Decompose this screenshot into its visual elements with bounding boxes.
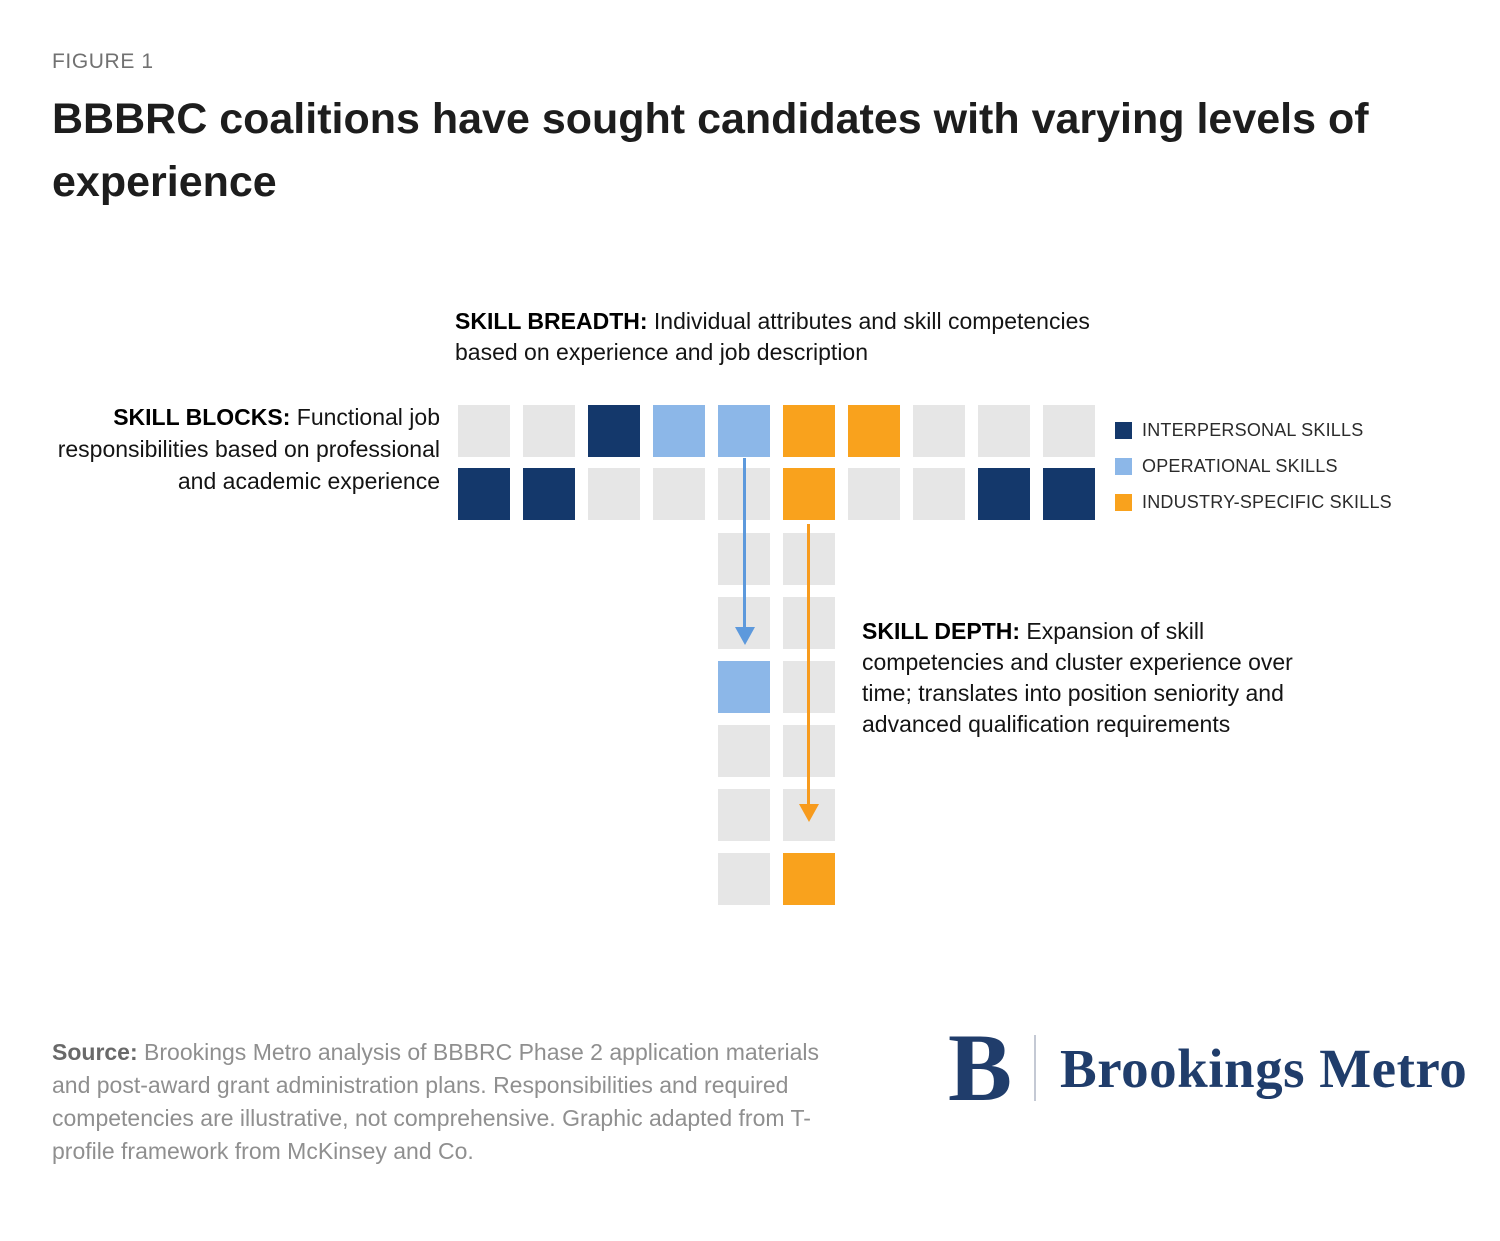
interpersonal-swatch-icon xyxy=(1115,422,1132,439)
source-note: Source: Brookings Metro analysis of BBBR… xyxy=(52,1036,852,1168)
skill-depth-label: SKILL DEPTH: xyxy=(862,618,1021,644)
skill-cell-empty xyxy=(978,405,1030,457)
skill-blocks-label: SKILL BLOCKS: xyxy=(113,404,291,430)
legend-label-interpersonal: INTERPERSONAL SKILLS xyxy=(1142,420,1364,440)
industry-depth-arrow xyxy=(807,524,810,807)
skill-cell-empty xyxy=(718,725,770,777)
skill-blocks-annotation: SKILL BLOCKS: Functional job responsibil… xyxy=(48,401,440,497)
skill-cell-empty xyxy=(1043,405,1095,457)
skill-cell-interpersonal xyxy=(1043,468,1095,520)
legend: INTERPERSONAL SKILLS OPERATIONAL SKILLS … xyxy=(1115,420,1392,528)
skill-cell-empty xyxy=(913,405,965,457)
skill-depth-grid xyxy=(718,533,835,905)
brookings-metro-logo: B Brookings Metro xyxy=(948,1016,1467,1120)
skill-cell-industry xyxy=(783,405,835,457)
skill-cell-empty xyxy=(718,853,770,905)
skill-cell-empty xyxy=(588,468,640,520)
skill-depth-annotation: SKILL DEPTH: Expansion of skill competen… xyxy=(862,616,1302,740)
skill-cell-operational xyxy=(718,661,770,713)
skill-cell-empty xyxy=(653,468,705,520)
legend-label-operational: OPERATIONAL SKILLS xyxy=(1142,456,1338,476)
source-label: Source: xyxy=(52,1039,138,1065)
skill-cell-empty xyxy=(458,405,510,457)
skill-cell-operational xyxy=(653,405,705,457)
industry-depth-arrowhead-icon xyxy=(799,804,819,822)
skill-cell-empty xyxy=(523,405,575,457)
legend-item-operational: OPERATIONAL SKILLS xyxy=(1115,456,1392,477)
logo-divider xyxy=(1034,1035,1037,1101)
skill-breadth-label: SKILL BREADTH: xyxy=(455,308,648,334)
skill-breadth-text: Individual attributes and skill competen… xyxy=(455,308,1090,365)
logo-wordmark: Brookings Metro xyxy=(1060,1037,1468,1099)
operational-swatch-icon xyxy=(1115,458,1132,475)
skill-cell-empty xyxy=(848,468,900,520)
source-text: Brookings Metro analysis of BBBRC Phase … xyxy=(52,1039,820,1164)
skill-depth-text: Expansion of skill competencies and clus… xyxy=(862,618,1293,737)
skill-cell-empty xyxy=(718,789,770,841)
legend-label-industry: INDUSTRY-SPECIFIC SKILLS xyxy=(1142,492,1392,512)
skill-breadth-annotation: SKILL BREADTH: Individual attributes and… xyxy=(455,306,1105,368)
operational-depth-arrowhead-icon xyxy=(735,627,755,645)
industry-swatch-icon xyxy=(1115,494,1132,511)
skill-cell-interpersonal xyxy=(588,405,640,457)
page-title: BBBRC coalitions have sought candidates … xyxy=(52,95,1369,206)
legend-item-industry: INDUSTRY-SPECIFIC SKILLS xyxy=(1115,492,1392,513)
figure-label: FIGURE 1 xyxy=(52,50,154,73)
skill-cell-empty xyxy=(913,468,965,520)
brookings-b-icon: B xyxy=(948,1014,1013,1121)
skill-cell-interpersonal xyxy=(458,468,510,520)
skill-blocks-text: Functional job responsibilities based on… xyxy=(57,404,440,494)
skill-cell-operational xyxy=(718,405,770,457)
operational-depth-arrow xyxy=(743,458,746,630)
skill-cell-industry xyxy=(783,853,835,905)
skill-cell-industry xyxy=(783,468,835,520)
skill-breadth-grid xyxy=(458,405,1095,520)
legend-item-interpersonal: INTERPERSONAL SKILLS xyxy=(1115,420,1392,441)
skill-cell-industry xyxy=(848,405,900,457)
skill-cell-interpersonal xyxy=(523,468,575,520)
skill-cell-interpersonal xyxy=(978,468,1030,520)
